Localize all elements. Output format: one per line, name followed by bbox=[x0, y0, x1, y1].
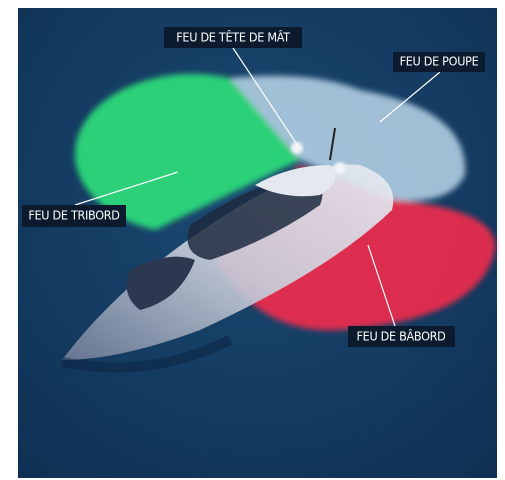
hull bbox=[62, 164, 394, 360]
green-sector bbox=[74, 73, 300, 231]
antenna bbox=[329, 127, 336, 161]
label: FEU DE BÂBORD bbox=[356, 329, 445, 344]
label-box bbox=[164, 27, 302, 48]
foredeck bbox=[126, 256, 195, 310]
leader-line bbox=[74, 171, 179, 206]
deck bbox=[255, 165, 336, 197]
yacht bbox=[60, 127, 394, 373]
leader-line bbox=[232, 47, 299, 147]
label-box bbox=[393, 52, 485, 72]
label-box bbox=[22, 205, 126, 227]
label-box bbox=[348, 326, 455, 347]
mast-light bbox=[291, 142, 303, 154]
white-sector bbox=[230, 75, 466, 201]
leader-line bbox=[367, 244, 396, 327]
leader-line bbox=[379, 71, 441, 123]
stern-light bbox=[334, 162, 346, 174]
label: FEU DE TRIBORD bbox=[28, 208, 119, 223]
shadow bbox=[60, 335, 233, 373]
label: FEU DE POUPE bbox=[400, 54, 479, 69]
label: FEU DE TÊTE DE MÂT bbox=[176, 30, 290, 45]
cabin bbox=[187, 175, 323, 260]
